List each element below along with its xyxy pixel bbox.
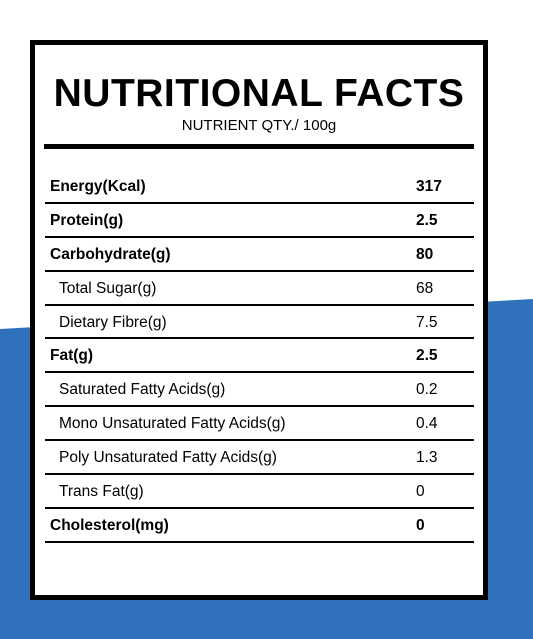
nutrient-row: Energy(Kcal) 317 bbox=[45, 170, 474, 204]
nutrient-row: Trans Fat(g) 0 bbox=[45, 475, 474, 509]
nutrient-qty: 317 bbox=[416, 178, 442, 195]
nutrition-facts-panel: NUTRITIONAL FACTS NUTRIENT QTY./ 100g En… bbox=[30, 40, 488, 600]
nutrient-qty: 2.5 bbox=[416, 211, 438, 229]
nutrient-row: Total Sugar(g) 68 bbox=[45, 272, 474, 306]
panel-subtitle: NUTRIENT QTY./ 100g bbox=[181, 117, 337, 134]
nutrient-name: Poly Unsaturated Fatty Acids(g) bbox=[59, 449, 277, 467]
nutrient-qty: 0.2 bbox=[416, 381, 438, 399]
nutrient-name: Fat(g) bbox=[50, 347, 94, 365]
nutrient-name: Protein(g) bbox=[50, 211, 124, 229]
nutrient-row: Saturated Fatty Acids(g) 0.2 bbox=[45, 373, 474, 408]
nutrient-row: Dietary Fibre(g) 7.5 bbox=[45, 306, 474, 340]
nutrient-name: Mono Unsaturated Fatty Acids(g) bbox=[59, 415, 286, 433]
nutrient-row: Protein(g) 2.5 bbox=[45, 204, 474, 238]
nutrient-row: Carbohydrate(g) 80 bbox=[45, 238, 474, 272]
panel-title: NUTRITIONAL FACTS bbox=[53, 72, 465, 115]
nutrient-name: Dietary Fibre(g) bbox=[59, 313, 167, 331]
nutrient-row: Cholesterol(mg) 0 bbox=[45, 509, 474, 543]
nutrient-qty: 7.5 bbox=[416, 313, 438, 331]
nutrient-name: Saturated Fatty Acids(g) bbox=[59, 381, 226, 399]
nutrient-qty: 1.3 bbox=[416, 449, 438, 467]
nutrient-name: Trans Fat(g) bbox=[59, 483, 144, 501]
nutrient-table: Energy(Kcal) 317 Protein(g) 2.5 Carbohyd… bbox=[45, 170, 474, 543]
nutrient-name: Cholesterol(mg) bbox=[50, 516, 169, 534]
nutrient-row: Mono Unsaturated Fatty Acids(g) 0.4 bbox=[45, 407, 474, 442]
nutrient-qty: 2.5 bbox=[416, 347, 438, 365]
nutrient-name: Energy(Kcal) bbox=[50, 178, 146, 195]
title-divider bbox=[44, 144, 474, 149]
nutrient-row: Poly Unsaturated Fatty Acids(g) 1.3 bbox=[45, 441, 474, 476]
nutrient-name: Carbohydrate(g) bbox=[50, 245, 171, 263]
nutrient-qty: 0 bbox=[416, 483, 425, 501]
nutrient-qty: 68 bbox=[416, 279, 434, 297]
nutrient-name: Total Sugar(g) bbox=[59, 279, 157, 297]
nutrient-qty: 0 bbox=[416, 516, 425, 534]
nutrient-qty: 0.4 bbox=[416, 415, 438, 433]
nutrient-qty: 80 bbox=[416, 245, 434, 263]
nutrient-row: Fat(g) 2.5 bbox=[45, 339, 474, 374]
